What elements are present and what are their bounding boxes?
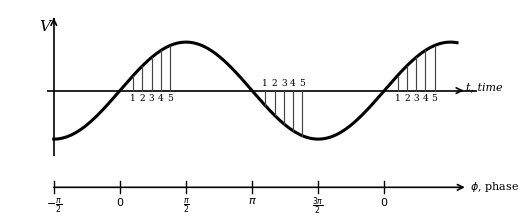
Text: 5: 5 [432,93,438,103]
Text: 3: 3 [149,93,155,103]
Text: t, time: t, time [466,82,503,92]
Text: 5: 5 [299,79,305,88]
Text: $\pi$: $\pi$ [248,196,257,206]
Text: $\frac{3\pi}{2}$: $\frac{3\pi}{2}$ [312,196,324,217]
Text: V: V [39,20,50,34]
Text: 3: 3 [413,93,419,103]
Text: 2: 2 [139,93,145,103]
Text: 2: 2 [404,93,410,103]
Text: $0$: $0$ [116,196,124,208]
Text: $\phi$, phase: $\phi$, phase [470,180,519,194]
Text: $\frac{\pi}{2}$: $\frac{\pi}{2}$ [182,196,190,215]
Text: 3: 3 [281,79,287,88]
Text: 5: 5 [167,93,173,103]
Text: 4: 4 [290,79,296,88]
Text: $-\frac{\pi}{2}$: $-\frac{\pi}{2}$ [46,196,62,215]
Text: $0$: $0$ [380,196,388,208]
Text: 2: 2 [272,79,277,88]
Text: 1: 1 [395,93,400,103]
Text: 1: 1 [263,79,268,88]
Text: 4: 4 [158,93,163,103]
Text: 4: 4 [422,93,428,103]
Text: 1: 1 [130,93,136,103]
